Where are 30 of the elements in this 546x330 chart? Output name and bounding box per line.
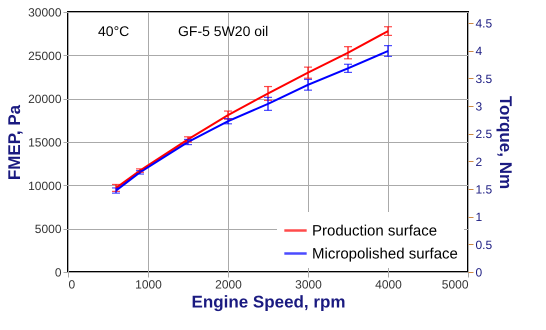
y2-tick-label: 1 [476, 210, 482, 224]
x-tick-label: 4000 [375, 278, 402, 292]
y2-axis-title: Torque, Nm [496, 96, 516, 190]
x-tick-label: 1000 [135, 278, 162, 292]
y-tick-label: 0 [54, 266, 62, 280]
y2-tick-label: 0.5 [476, 238, 493, 252]
legend-label: Micropolished surface [312, 246, 458, 262]
annotation: 40°C [98, 23, 130, 39]
legend-label: Production surface [312, 222, 438, 240]
y2-tick-label: 2.5 [476, 127, 493, 142]
y2-tick-label: 0 [476, 266, 482, 280]
y-tick-label: 15000 [28, 136, 62, 150]
x-axis-title: Engine Speed, rpm [192, 292, 346, 312]
annotation: GF-5 5W20 oil [178, 23, 268, 39]
y2-tick-label: 2 [476, 154, 482, 169]
y-tick-label: 10000 [28, 178, 62, 193]
y-axis-title: FMEP, Pa [5, 104, 24, 180]
x-tick-label: 2000 [215, 278, 242, 292]
y2-tick-label: 1.5 [476, 182, 493, 197]
y-tick-label: 5000 [34, 222, 62, 236]
y2-tick-label: 4.5 [476, 16, 493, 31]
y-tick-label: 25000 [28, 48, 62, 63]
y-tick-label: 20000 [28, 92, 62, 106]
x-tick-label: 0 [68, 278, 76, 292]
x-tick-label: 5000 [442, 278, 469, 292]
y2-tick-label: 4 [476, 44, 482, 58]
x-tick-label: 3000 [295, 278, 322, 292]
y2-tick-label: 3.5 [476, 72, 493, 86]
y2-tick-label: 3 [476, 100, 482, 114]
y-tick-label: 30000 [28, 6, 62, 20]
